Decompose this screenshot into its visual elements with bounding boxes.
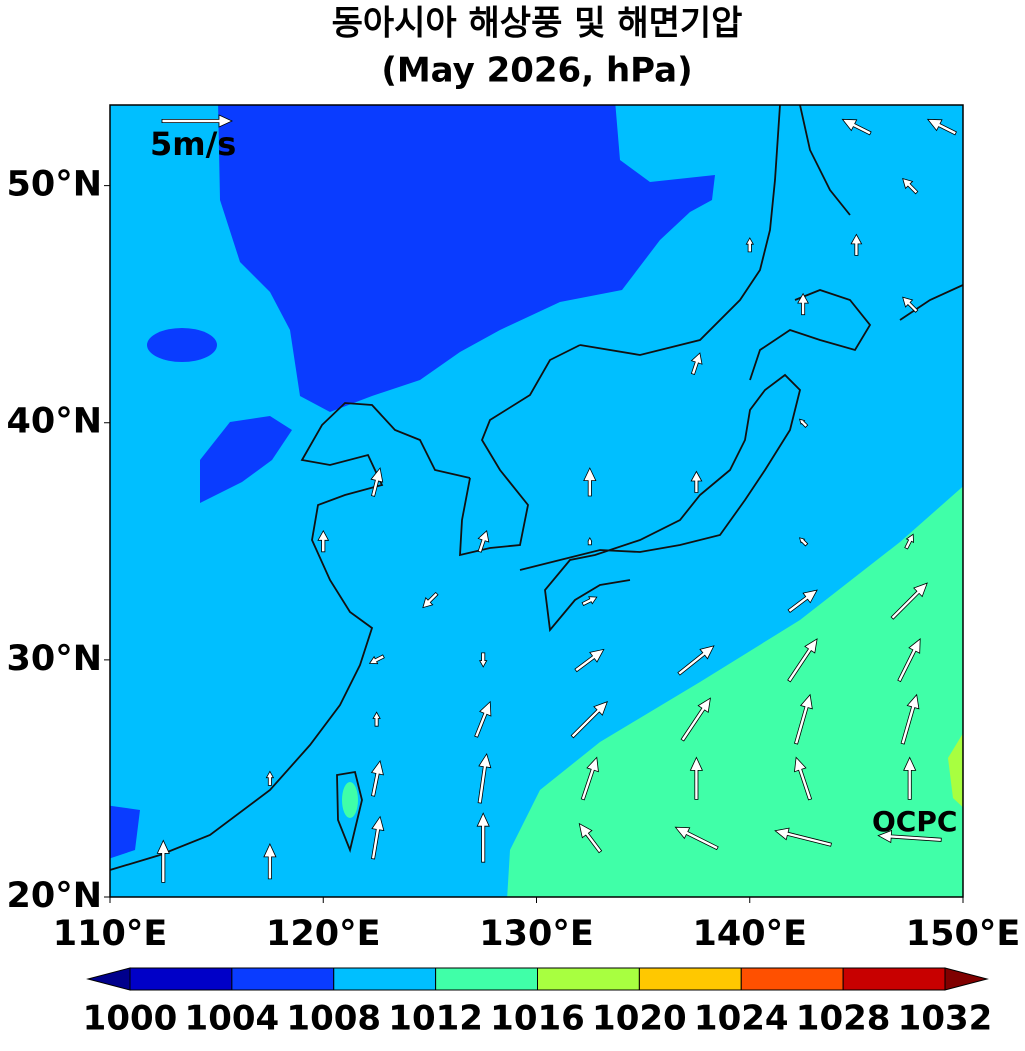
wind-arrow [479,652,488,668]
wind-arrow [674,826,719,851]
wind-arrow [370,467,384,497]
colorbar-bin [231,967,335,991]
wind-arrow [797,292,809,316]
colorbar-label: 1024 [694,999,789,1039]
x-tick-label: 130°E [479,914,593,954]
y-tick-label: 50°N [7,165,103,205]
wind-arrow [903,756,917,800]
x-tick-label: 140°E [693,914,807,954]
wind-arrow [787,589,818,613]
wind-arrow [850,233,863,256]
wind-arrow [787,638,818,683]
wind-arrow [774,827,832,847]
wind-arrow [890,582,928,620]
wind-arrow [580,756,599,801]
wind-arrow [794,756,813,801]
wind-arrow [372,711,381,727]
wind-arrow [902,178,919,195]
field-1016 [948,733,963,808]
wind-arrow [690,352,703,376]
colorbar-bin [638,967,742,991]
colorbar-bin [333,967,437,991]
wind-arrow [371,815,385,860]
wind-arrow [422,591,439,609]
wind-arrow [689,756,704,800]
wind-arrow [587,536,593,546]
wind-arrow [904,533,914,550]
wind-arrow [583,467,597,497]
colorbar-label: 1028 [796,999,891,1039]
wind-arrow [265,770,275,786]
wind-arrow [745,237,754,253]
credit: OCPC [872,805,957,838]
reference-arrow [161,114,233,128]
wind-arrow [841,118,872,136]
x-tick-label: 150°E [906,914,1020,954]
colorbar-bin [537,967,640,991]
field-1012 [507,486,963,897]
wind-arrow [477,530,490,553]
wind-arrow [680,697,711,742]
wind-vectors [156,118,957,883]
wind-arrow [263,842,277,880]
wind-arrow [574,648,605,673]
colorbar-label: 1016 [490,999,585,1039]
colorbar-bin [129,967,233,991]
y-tick-label: 20°N [7,876,103,916]
x-tick-label: 120°E [266,914,380,954]
colorbar-label: 1012 [388,999,483,1039]
title: 동아시아 해상풍 및 해면기압 [332,4,743,44]
y-tick-label: 40°N [7,402,103,442]
wind-arrow [897,638,921,683]
colorbar-label: 1000 [83,999,178,1039]
wind-arrow [799,418,809,428]
colorbar-label: 1004 [185,999,280,1039]
wind-arrow [570,701,608,739]
colorbar-label: 1020 [592,999,687,1039]
reference-label: 5m/s [150,125,236,163]
field-1004 [147,328,217,362]
colorbar-label: 1032 [898,999,993,1039]
wind-arrow [474,700,492,738]
wind-arrow [476,812,490,863]
colorbar-over [944,967,989,991]
wind-arrow [156,839,170,883]
wind-arrow [578,822,603,854]
wind-arrow [877,829,942,844]
wind-arrow [368,654,385,665]
colorbar-bin [740,967,844,991]
wind-arrow [690,470,703,493]
colorbar-label: 1008 [286,999,381,1039]
wind-arrow [794,693,813,745]
wind-arrow [477,752,492,804]
colorbar-bin [435,967,538,991]
x-tick-label: 110°E [53,914,167,954]
wind-arrow [317,529,330,553]
wind-arrow [677,645,715,676]
colorbar-bin [842,967,946,991]
wind-arrow [370,759,384,797]
colorbar-under [86,967,131,991]
wind-arrow [900,693,920,745]
pressure-field [110,105,963,897]
wind-arrow [799,537,809,547]
coastline [110,105,963,871]
wind-arrow [926,118,957,136]
wind-arrow [581,596,598,607]
field-1004 [110,805,140,859]
y-tick-label: 30°N [7,639,103,679]
field-1004 [200,416,292,503]
subtitle: (May 2026, hPa) [381,51,692,91]
field-1004 [218,105,715,412]
field-1012 [342,782,358,818]
wind-arrow [902,296,919,313]
